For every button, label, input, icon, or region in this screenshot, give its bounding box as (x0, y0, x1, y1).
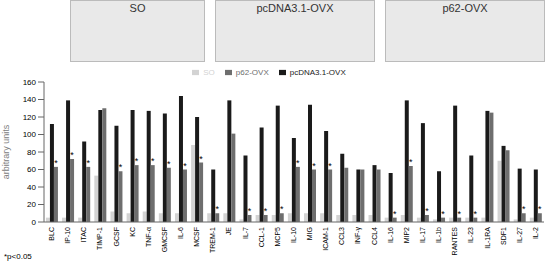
svg-text:RANTES: RANTES (451, 227, 458, 256)
svg-text:80: 80 (27, 148, 36, 157)
html-text:*p<0.05: *p<0.05 (4, 252, 32, 261)
svg-text:40: 40 (27, 183, 36, 192)
svg-text:IL-1RA: IL-1RA (484, 227, 491, 249)
svg-text:*: * (248, 206, 252, 216)
svg-text:*: * (264, 206, 268, 216)
svg-text:IL-1b: IL-1b (435, 227, 442, 243)
svg-text:*: * (538, 204, 542, 214)
svg-text:*: * (151, 156, 155, 166)
svg-text:IL-16: IL-16 (387, 227, 394, 243)
svg-text:GCSF: GCSF (113, 227, 120, 246)
svg-text:CCL3: CCL3 (338, 227, 345, 245)
svg-text:*: * (441, 209, 445, 219)
svg-text:IL-10: IL-10 (290, 227, 297, 243)
svg-text:IL-27: IL-27 (516, 227, 523, 243)
svg-text:IL-2: IL-2 (532, 227, 539, 239)
svg-text:TREM-1: TREM-1 (209, 227, 216, 253)
svg-text:*: * (215, 204, 219, 214)
svg-text:MIP2: MIP2 (403, 227, 410, 243)
svg-text:IP-10: IP-10 (64, 227, 71, 244)
svg-text:*: * (183, 161, 187, 171)
svg-text:*: * (199, 154, 203, 164)
html-text:pcDNA3.1-OVX: pcDNA3.1-OVX (289, 68, 346, 77)
svg-text:BLC: BLC (48, 227, 55, 241)
svg-text:*: * (135, 156, 139, 166)
html-text:p62-OVX: p62-OVX (235, 68, 269, 77)
html-text:SO: SO (129, 2, 146, 14)
svg-text:KC: KC (129, 227, 136, 237)
html-text:pcDNA3.1-OVX: pcDNA3.1-OVX (256, 2, 334, 14)
svg-text:100: 100 (23, 130, 37, 139)
svg-text:ITAC: ITAC (80, 227, 87, 242)
html-text:SO: SO (203, 68, 215, 77)
svg-text:*: * (296, 158, 300, 168)
svg-text:CCL4: CCL4 (371, 227, 378, 245)
svg-text:IL-17: IL-17 (419, 227, 426, 243)
svg-text:*: * (54, 158, 58, 168)
svg-text:*: * (312, 161, 316, 171)
html-text:p62-OVX: p62-OVX (442, 2, 488, 14)
svg-text:MIG: MIG (306, 227, 313, 240)
svg-text:120: 120 (23, 113, 37, 122)
svg-text:140: 140 (23, 95, 37, 104)
svg-text:*: * (457, 209, 461, 219)
svg-text:GMCSF: GMCSF (161, 227, 168, 252)
svg-text:*: * (393, 209, 397, 219)
svg-text:CCL-1: CCL-1 (258, 227, 265, 247)
svg-text:TIMP-1: TIMP-1 (96, 227, 103, 250)
svg-text:IL-23: IL-23 (467, 227, 474, 243)
svg-text:*: * (425, 206, 429, 216)
svg-text:*: * (409, 157, 413, 167)
svg-text:arbitrary units: arbitrary units (1, 124, 11, 179)
svg-text:INF-γ: INF-γ (354, 227, 362, 245)
svg-text:20: 20 (27, 200, 36, 209)
svg-text:MCSF: MCSF (193, 227, 200, 247)
svg-text:IL-6: IL-6 (177, 227, 184, 239)
svg-text:*: * (474, 209, 478, 219)
svg-text:ICAM-1: ICAM-1 (322, 227, 329, 251)
svg-text:*: * (522, 204, 526, 214)
svg-text:*: * (70, 150, 74, 160)
svg-text:*: * (328, 161, 332, 171)
svg-text:*: * (119, 162, 123, 172)
svg-text:TNF-α: TNF-α (145, 227, 152, 247)
svg-text:160: 160 (23, 78, 37, 87)
svg-text:60: 60 (27, 165, 36, 174)
svg-text:*: * (280, 204, 284, 214)
svg-text:SDF1: SDF1 (500, 227, 507, 245)
svg-text:MCP5: MCP5 (274, 227, 281, 247)
svg-text:IL-7: IL-7 (242, 227, 249, 239)
svg-text:*: * (86, 158, 90, 168)
svg-text:0: 0 (32, 218, 37, 227)
svg-text:*: * (167, 159, 171, 169)
svg-text:JE: JE (225, 227, 232, 236)
